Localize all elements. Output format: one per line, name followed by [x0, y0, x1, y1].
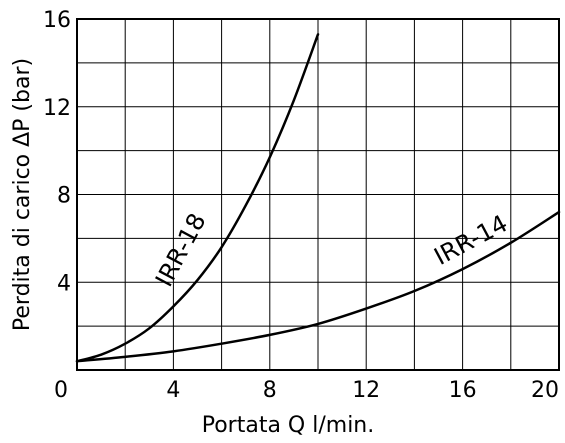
y-tick-label-8: 8: [57, 184, 71, 209]
x-tick-label-4: 4: [166, 378, 180, 403]
plot-frame: [76, 18, 560, 371]
series-curves: [75, 33, 561, 363]
series-label-irr-18: IRR-18: [150, 209, 212, 292]
series-labels: IRR-18 IRR-14: [150, 209, 512, 292]
y-tick-label-12: 12: [43, 96, 71, 121]
series-line-irr-18: [75, 33, 320, 363]
y-axis-label: Perdita di carico ΔP (bar): [10, 58, 35, 331]
y-tick-label-4: 4: [57, 271, 71, 296]
x-tick-label-0: 0: [54, 378, 68, 403]
grid: [77, 19, 559, 370]
tick-labels: 0 4 8 12 16 20 4 8 12 16: [43, 8, 559, 403]
x-axis-label: Portata Q l/min.: [202, 413, 375, 438]
x-tick-label-12: 12: [352, 378, 380, 403]
x-tick-label-16: 16: [449, 378, 477, 403]
y-tick-label-16: 16: [43, 8, 71, 33]
x-tick-label-8: 8: [263, 378, 277, 403]
series-line-irr-14: [75, 210, 561, 363]
x-tick-label-20: 20: [531, 378, 559, 403]
series-label-irr-14: IRR-14: [430, 209, 513, 271]
